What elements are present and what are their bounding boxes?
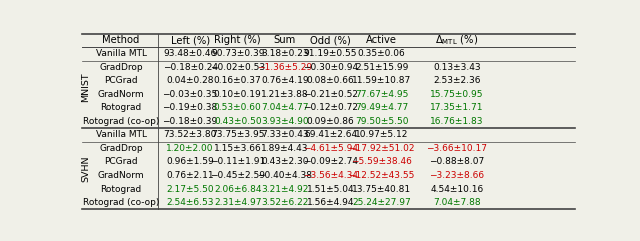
- Text: 73.75±3.95: 73.75±3.95: [211, 130, 264, 140]
- Text: 1.51±5.04: 1.51±5.04: [307, 185, 355, 194]
- Text: 7.04±4.77: 7.04±4.77: [261, 103, 308, 112]
- Text: $\Delta_{\mathrm{MTL}}\ (\%)$: $\Delta_{\mathrm{MTL}}\ (\%)$: [435, 33, 479, 47]
- Text: Method: Method: [102, 35, 140, 45]
- Text: 25.24±27.97: 25.24±27.97: [352, 198, 411, 207]
- Text: 4.54±10.16: 4.54±10.16: [430, 185, 484, 194]
- Text: 0.04±0.28: 0.04±0.28: [166, 76, 214, 85]
- Text: 16.76±1.83: 16.76±1.83: [430, 117, 484, 126]
- Text: 1.15±3.66: 1.15±3.66: [214, 144, 262, 153]
- Text: SVHN: SVHN: [81, 155, 90, 182]
- Text: 0.76±4.19: 0.76±4.19: [261, 76, 308, 85]
- Text: Vanilla MTL: Vanilla MTL: [95, 130, 147, 140]
- Text: −1.36±5.29: −1.36±5.29: [257, 63, 312, 72]
- Text: −0.09±2.74: −0.09±2.74: [303, 157, 358, 167]
- Text: 10.97±5.12: 10.97±5.12: [355, 130, 408, 140]
- Text: −0.40±4.38: −0.40±4.38: [257, 171, 312, 180]
- Text: GradDrop: GradDrop: [99, 144, 143, 153]
- Text: 79.49±4.77: 79.49±4.77: [355, 103, 408, 112]
- Text: GradNorm: GradNorm: [98, 90, 145, 99]
- Text: −0.11±1.91: −0.11±1.91: [210, 157, 266, 167]
- Text: Vanilla MTL: Vanilla MTL: [95, 49, 147, 58]
- Text: PCGrad: PCGrad: [104, 76, 138, 85]
- Text: 0.96±1.59: 0.96±1.59: [166, 157, 214, 167]
- Text: 7.04±7.88: 7.04±7.88: [433, 198, 481, 207]
- Text: 2.51±15.99: 2.51±15.99: [355, 63, 408, 72]
- Text: −3.66±10.17: −3.66±10.17: [426, 144, 488, 153]
- Text: PCGrad: PCGrad: [104, 157, 138, 167]
- Text: −0.03±0.35: −0.03±0.35: [163, 90, 218, 99]
- Text: −0.18±0.39: −0.18±0.39: [163, 117, 218, 126]
- Text: 91.19±0.55: 91.19±0.55: [304, 49, 357, 58]
- Text: 0.10±0.19: 0.10±0.19: [214, 90, 262, 99]
- Text: 15.75±0.95: 15.75±0.95: [430, 90, 484, 99]
- Text: 0.43±2.30: 0.43±2.30: [261, 157, 308, 167]
- Text: Rotograd (co-op): Rotograd (co-op): [83, 117, 159, 126]
- Text: −12.52±43.55: −12.52±43.55: [348, 171, 415, 180]
- Text: MNIST: MNIST: [81, 73, 90, 102]
- Text: 7.33±0.43: 7.33±0.43: [261, 130, 308, 140]
- Text: Rotograd (co-op): Rotograd (co-op): [83, 198, 159, 207]
- Text: 77.67±4.95: 77.67±4.95: [355, 90, 408, 99]
- Text: 2.53±2.36: 2.53±2.36: [433, 76, 481, 85]
- Text: GradNorm: GradNorm: [98, 171, 145, 180]
- Text: 0.13±3.43: 0.13±3.43: [433, 63, 481, 72]
- Text: 1.89±4.43: 1.89±4.43: [261, 144, 308, 153]
- Text: −0.21±0.52: −0.21±0.52: [303, 90, 358, 99]
- Text: 93.48±0.46: 93.48±0.46: [163, 49, 217, 58]
- Text: −5.59±38.46: −5.59±38.46: [351, 157, 412, 167]
- Text: 0.43±0.50: 0.43±0.50: [214, 117, 262, 126]
- Text: 0.76±2.11: 0.76±2.11: [166, 171, 214, 180]
- Text: 2.31±4.97: 2.31±4.97: [214, 198, 262, 207]
- Text: 73.52±3.80: 73.52±3.80: [163, 130, 217, 140]
- Text: 3.21±4.92: 3.21±4.92: [261, 185, 308, 194]
- Text: 0.35±0.06: 0.35±0.06: [358, 49, 406, 58]
- Text: 1.20±2.00: 1.20±2.00: [166, 144, 214, 153]
- Text: 90.73±0.39: 90.73±0.39: [211, 49, 264, 58]
- Text: 2.54±6.53: 2.54±6.53: [166, 198, 214, 207]
- Text: 0.53±0.60: 0.53±0.60: [214, 103, 262, 112]
- Text: −17.92±51.02: −17.92±51.02: [348, 144, 415, 153]
- Text: −0.12±0.72: −0.12±0.72: [303, 103, 358, 112]
- Text: Active: Active: [366, 35, 397, 45]
- Text: −4.61±5.94: −4.61±5.94: [303, 144, 358, 153]
- Text: 3.18±0.23: 3.18±0.23: [261, 49, 308, 58]
- Text: 1.21±3.88: 1.21±3.88: [261, 90, 308, 99]
- Text: 13.75±40.81: 13.75±40.81: [352, 185, 411, 194]
- Text: Rotograd: Rotograd: [100, 103, 142, 112]
- Text: −0.02±0.53: −0.02±0.53: [210, 63, 266, 72]
- Text: 79.50±5.50: 79.50±5.50: [355, 117, 408, 126]
- Text: Sum: Sum: [274, 35, 296, 45]
- Text: −0.30±0.94: −0.30±0.94: [303, 63, 358, 72]
- Text: 0.09±0.86: 0.09±0.86: [307, 117, 355, 126]
- Text: Right (%): Right (%): [214, 35, 261, 45]
- Text: 0.08±0.66: 0.08±0.66: [307, 76, 355, 85]
- Text: −0.88±8.07: −0.88±8.07: [429, 157, 484, 167]
- Text: GradDrop: GradDrop: [99, 63, 143, 72]
- Text: −0.45±2.59: −0.45±2.59: [210, 171, 265, 180]
- Text: 2.17±5.50: 2.17±5.50: [166, 185, 214, 194]
- Text: 69.41±2.64: 69.41±2.64: [304, 130, 357, 140]
- Text: Rotograd: Rotograd: [100, 185, 142, 194]
- Text: −0.19±0.38: −0.19±0.38: [163, 103, 218, 112]
- Text: 3.52±6.22: 3.52±6.22: [261, 198, 308, 207]
- Text: 11.59±10.87: 11.59±10.87: [352, 76, 411, 85]
- Text: Left (%): Left (%): [170, 35, 210, 45]
- Text: 0.16±0.37: 0.16±0.37: [214, 76, 262, 85]
- Text: −3.56±4.34: −3.56±4.34: [303, 171, 358, 180]
- Text: −3.23±8.66: −3.23±8.66: [429, 171, 484, 180]
- Text: 3.93±4.90: 3.93±4.90: [261, 117, 308, 126]
- Text: 2.06±6.84: 2.06±6.84: [214, 185, 262, 194]
- Text: −0.18±0.24: −0.18±0.24: [163, 63, 218, 72]
- Text: 1.56±4.94: 1.56±4.94: [307, 198, 354, 207]
- Text: 17.35±1.71: 17.35±1.71: [430, 103, 484, 112]
- Text: Odd (%): Odd (%): [310, 35, 351, 45]
